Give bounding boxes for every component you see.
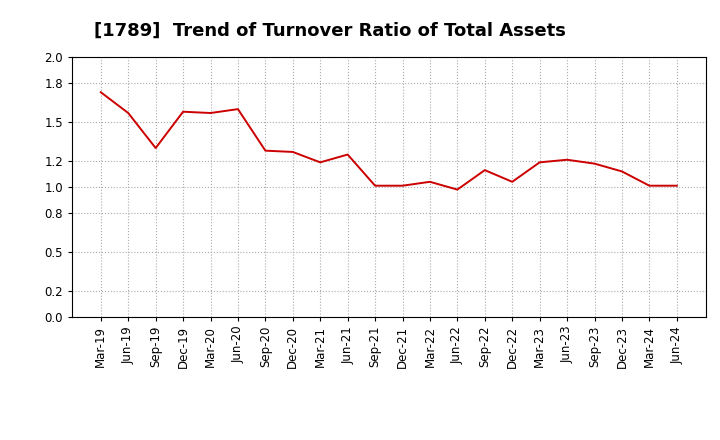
Text: [1789]  Trend of Turnover Ratio of Total Assets: [1789] Trend of Turnover Ratio of Total …	[94, 22, 565, 40]
